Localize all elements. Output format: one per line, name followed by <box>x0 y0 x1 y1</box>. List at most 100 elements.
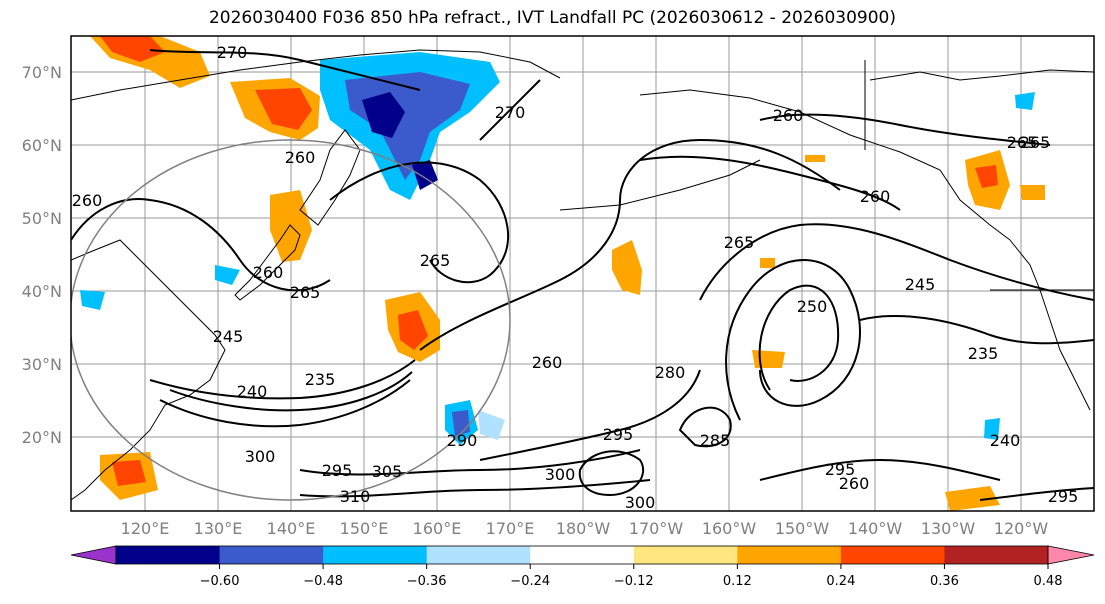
negative-region-japan <box>215 265 240 285</box>
latitude-label: 30°N <box>22 355 62 374</box>
arctic-coastline <box>869 69 1094 81</box>
longitude-label: 120°E <box>121 519 170 538</box>
contour-260-north <box>639 155 901 211</box>
latitude-label: 70°N <box>22 63 62 82</box>
contour-label: 265 <box>724 233 755 252</box>
contour-label: 270 <box>217 43 248 62</box>
aleutian-coastline <box>559 159 761 211</box>
contour-label: 245 <box>213 327 244 346</box>
contour-label: 290 <box>447 431 478 450</box>
contour-label: 235 <box>968 344 999 363</box>
contour-label: 265 <box>290 283 321 302</box>
colorbar-tick-label: −0.24 <box>510 574 550 589</box>
longitude-label: 150°E <box>340 519 389 538</box>
longitude-label: 140°E <box>267 519 316 538</box>
longitude-label: 140°W <box>848 519 903 538</box>
north-america-coastline <box>1009 239 1091 411</box>
colorbar-extend-high <box>1047 545 1095 565</box>
colorbar-tick-label: 0.24 <box>826 574 855 589</box>
contour-240-jet <box>169 371 413 412</box>
contours <box>71 49 1094 501</box>
colorbar-tick-label: −0.12 <box>614 574 654 589</box>
colorbar-segment <box>116 546 221 564</box>
contour-270-nw <box>149 49 421 91</box>
colorbar-segment <box>633 546 738 564</box>
contour-label: 260 <box>860 187 891 206</box>
contour-label: 270 <box>495 103 526 122</box>
longitude-label: 150°W <box>775 519 830 538</box>
contour-label: 300 <box>245 447 276 466</box>
colorbar-extend-low <box>70 545 117 565</box>
contour-290-se <box>759 458 1001 481</box>
longitude-label: 130°W <box>921 519 976 538</box>
colorbar-tick-label: −0.36 <box>407 574 447 589</box>
colorbar-tick-label: −0.60 <box>200 574 240 589</box>
contour-label: 240 <box>990 431 1021 450</box>
strong-positive-sw <box>112 460 146 486</box>
colorbar-outline <box>115 545 1049 565</box>
colorbar-segment <box>426 546 531 564</box>
contour-235-jet <box>159 379 411 428</box>
contour-260-ne <box>759 113 1051 146</box>
colorbar-segment <box>840 546 945 564</box>
positive-anomaly-hawaii <box>752 350 785 368</box>
contour-label: 310 <box>340 487 371 506</box>
contour-label: 260 <box>773 106 804 125</box>
contour-265-ne <box>699 223 1094 301</box>
colorbar-segment <box>944 546 1049 564</box>
longitude-label: 120°W <box>994 519 1049 538</box>
contour-label: 235 <box>305 370 336 389</box>
contour-label: 295 <box>825 460 856 479</box>
contour-label: 260 <box>285 148 316 167</box>
longitude-label: 170°W <box>629 519 684 538</box>
contour-300-south <box>299 479 651 498</box>
contour-265-central <box>329 161 510 284</box>
asia-coastline <box>71 239 226 501</box>
positive-anomaly-ne2 <box>1020 185 1045 200</box>
colorbar-tick-label: 0.48 <box>1034 574 1063 589</box>
colorbar-tick-label: 0.12 <box>723 574 752 589</box>
contour-260-west <box>71 198 331 292</box>
longitude-label: 130°E <box>194 519 243 538</box>
colorbar <box>70 545 1095 565</box>
alaska-coastline <box>639 89 1011 241</box>
map-frame-border <box>70 35 1095 512</box>
colorbar-segment <box>530 546 635 564</box>
positive-anomaly-se <box>945 486 1000 511</box>
japan-coastline <box>234 224 301 301</box>
contour-label: 260 <box>839 474 870 493</box>
contour-label: 285 <box>700 431 731 450</box>
light-negative-region-pacific <box>478 410 505 440</box>
contour-260-ridge <box>419 138 841 351</box>
contour-label: 305 <box>372 462 403 481</box>
deep-negative-region <box>362 92 405 138</box>
contour-245-low <box>758 284 840 391</box>
strong-positive-arctic <box>255 88 312 130</box>
contour-label: 300 <box>545 465 576 484</box>
strong-positive-top-left <box>100 36 165 62</box>
contour-label: 245 <box>905 275 936 294</box>
contour-label: 250 <box>797 297 828 316</box>
siberia-coastline <box>71 49 561 101</box>
contour-label: 260 <box>253 263 284 282</box>
latitude-label: 60°N <box>22 136 62 155</box>
contour-label: 265 <box>1020 133 1051 152</box>
contour-label: 295 <box>322 461 353 480</box>
strong-positive-japan-south <box>398 310 428 350</box>
longitude-label: 180°W <box>556 519 611 538</box>
colorbar-tick-label: 0.36 <box>930 574 959 589</box>
contour-235-east <box>859 315 1094 345</box>
latitude-label: 40°N <box>22 282 62 301</box>
contour-label: 295 <box>1048 487 1079 506</box>
colorbar-segment <box>737 546 842 564</box>
contour-label: 280 <box>655 363 686 382</box>
colorbar-segment <box>219 546 324 564</box>
map-title: 2026030400 F036 850 hPa refract., IVT La… <box>208 8 896 28</box>
latitude-label: 50°N <box>22 209 62 228</box>
great-circle <box>71 139 511 501</box>
negative-region-alaska <box>1015 92 1035 110</box>
colorbar-tick-label: −0.48 <box>303 574 343 589</box>
contour-label: 265 <box>1007 133 1038 152</box>
